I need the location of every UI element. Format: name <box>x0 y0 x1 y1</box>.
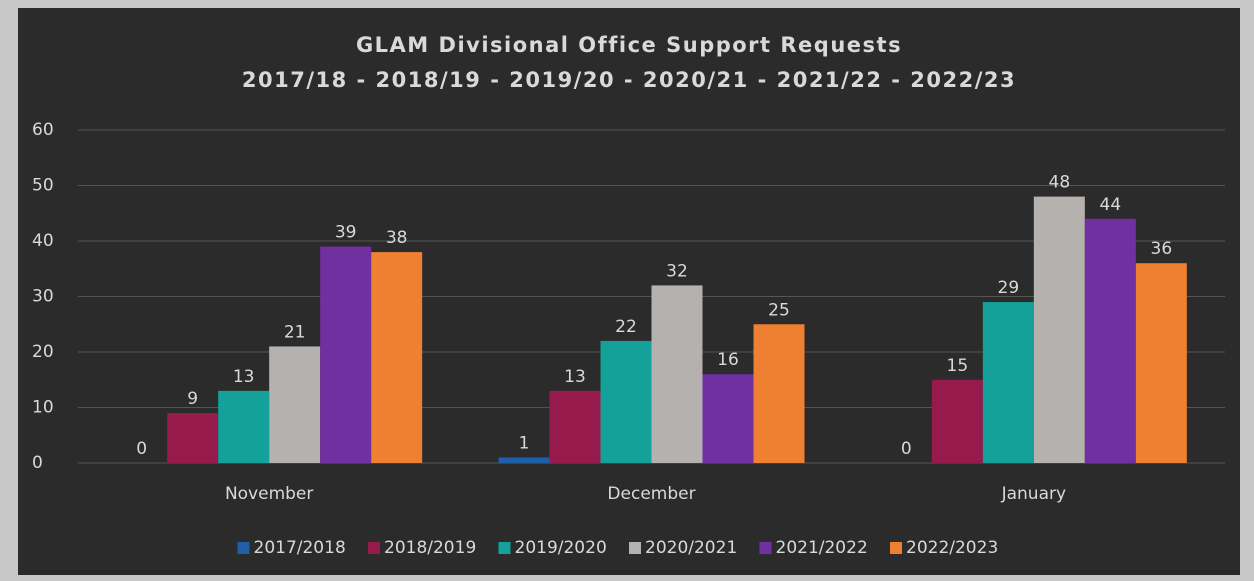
data-label: 13 <box>564 367 586 387</box>
legend-label: 2020/2021 <box>645 538 737 558</box>
bar <box>753 324 805 463</box>
bar <box>320 246 372 463</box>
legend-swatch <box>629 542 641 554</box>
bar <box>931 379 983 463</box>
bar <box>1084 218 1136 463</box>
x-tick-label: December <box>607 484 695 504</box>
bar <box>218 390 270 463</box>
legend-label: 2019/2020 <box>515 538 607 558</box>
y-tick-label: 10 <box>32 398 54 418</box>
data-label: 9 <box>187 389 198 409</box>
bar <box>702 374 754 463</box>
legend-swatch <box>759 542 772 554</box>
data-label: 29 <box>998 278 1020 298</box>
legend-label: 2022/2023 <box>906 538 998 558</box>
data-label: 1 <box>519 433 530 453</box>
legend-swatch <box>368 542 380 554</box>
bar <box>269 346 321 463</box>
data-label: 13 <box>233 367 255 387</box>
data-label: 0 <box>901 439 912 459</box>
data-label: 21 <box>284 322 306 342</box>
data-label: 0 <box>136 439 147 459</box>
chart-title: GLAM Divisional Office Support Requests <box>356 33 902 57</box>
data-label: 15 <box>947 356 969 376</box>
data-label: 38 <box>386 228 408 248</box>
legend-swatch <box>890 542 902 554</box>
data-label: 44 <box>1100 195 1122 215</box>
bar <box>1033 196 1085 463</box>
y-tick-label: 0 <box>32 453 43 473</box>
data-label: 16 <box>717 350 739 370</box>
data-label: 25 <box>768 300 790 320</box>
y-tick-label: 30 <box>32 287 54 307</box>
data-label: 48 <box>1049 173 1071 193</box>
data-label: 36 <box>1151 239 1173 259</box>
x-tick-label: January <box>1001 484 1066 504</box>
legend-label: 2021/2022 <box>776 538 868 558</box>
bar <box>1135 263 1187 463</box>
bar <box>167 413 219 463</box>
bar <box>549 390 601 463</box>
chart-subtitle: 2017/18 - 2018/19 - 2019/20 - 2020/21 - … <box>242 68 1016 92</box>
legend-label: 2017/2018 <box>254 538 346 558</box>
y-tick-label: 50 <box>32 176 54 196</box>
bar <box>371 252 423 463</box>
bar <box>498 457 550 463</box>
bar <box>651 285 703 463</box>
bar <box>982 302 1034 463</box>
data-label: 22 <box>615 317 637 337</box>
data-label: 39 <box>335 223 357 243</box>
legend-label: 2018/2019 <box>384 538 476 558</box>
legend-swatch <box>237 542 250 554</box>
data-label: 32 <box>666 261 688 281</box>
y-tick-label: 20 <box>32 342 54 362</box>
y-tick-label: 40 <box>32 231 54 251</box>
bar <box>600 340 652 463</box>
x-tick-label: November <box>225 484 313 504</box>
legend-swatch <box>498 542 511 554</box>
y-tick-label: 60 <box>32 120 54 140</box>
